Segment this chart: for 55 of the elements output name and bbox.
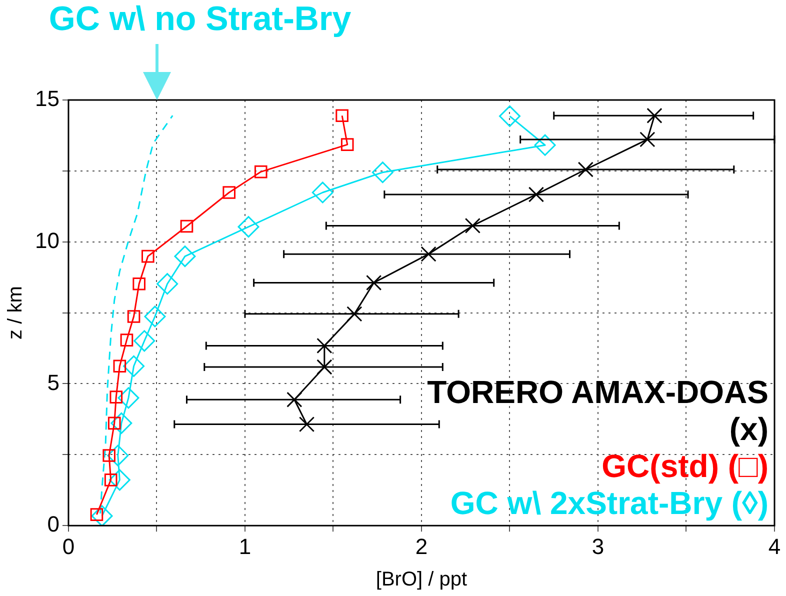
point (366, 274, 382, 291)
point (113, 360, 126, 373)
x-tick-label: 3 (592, 534, 604, 559)
point (646, 108, 662, 124)
point (464, 218, 480, 234)
point (420, 246, 436, 262)
x-tick-label: 2 (415, 534, 428, 559)
point (108, 469, 130, 491)
x-tick-label: 1 (238, 534, 252, 559)
point (91, 505, 113, 526)
y-tick-label: 10 (34, 228, 60, 253)
point (336, 109, 348, 122)
point (498, 105, 520, 127)
point (578, 162, 594, 178)
point (346, 306, 362, 322)
point (528, 186, 544, 202)
y-axis-title: z / km (4, 286, 27, 340)
point (134, 330, 156, 352)
point (104, 474, 118, 486)
y-tick-label: 15 (34, 86, 60, 112)
point (144, 306, 166, 328)
point (640, 132, 656, 148)
text: GC w\ no Strat-Bry (48, 0, 352, 39)
point (180, 220, 194, 233)
point (298, 416, 315, 432)
point (316, 338, 332, 354)
point (110, 390, 123, 404)
point (118, 387, 140, 409)
point (156, 273, 178, 295)
text: GC(std) (□) (600, 448, 768, 485)
point (312, 182, 334, 204)
y-tick-label: 5 (47, 370, 60, 395)
point (372, 162, 394, 184)
point (120, 334, 134, 346)
point (123, 355, 145, 377)
x-axis-title: [BrO] / ppt (376, 568, 468, 591)
y-tick-label: 0 (47, 512, 60, 537)
x-tick-label: 4 (768, 534, 781, 559)
point (174, 246, 196, 268)
point (286, 392, 302, 408)
point (141, 250, 154, 263)
text: TORERO AMAX-DOAS (x) (426, 374, 768, 448)
point (534, 134, 556, 156)
point (222, 186, 236, 199)
point (108, 416, 121, 430)
point (340, 138, 354, 151)
point (107, 444, 129, 466)
point (102, 449, 116, 462)
point (127, 310, 140, 323)
point (254, 165, 268, 178)
point (110, 412, 132, 434)
point (238, 216, 260, 238)
point (316, 359, 332, 375)
text: GC w\ 2xStrat-Bry (◊) (449, 484, 768, 522)
point (132, 277, 146, 290)
